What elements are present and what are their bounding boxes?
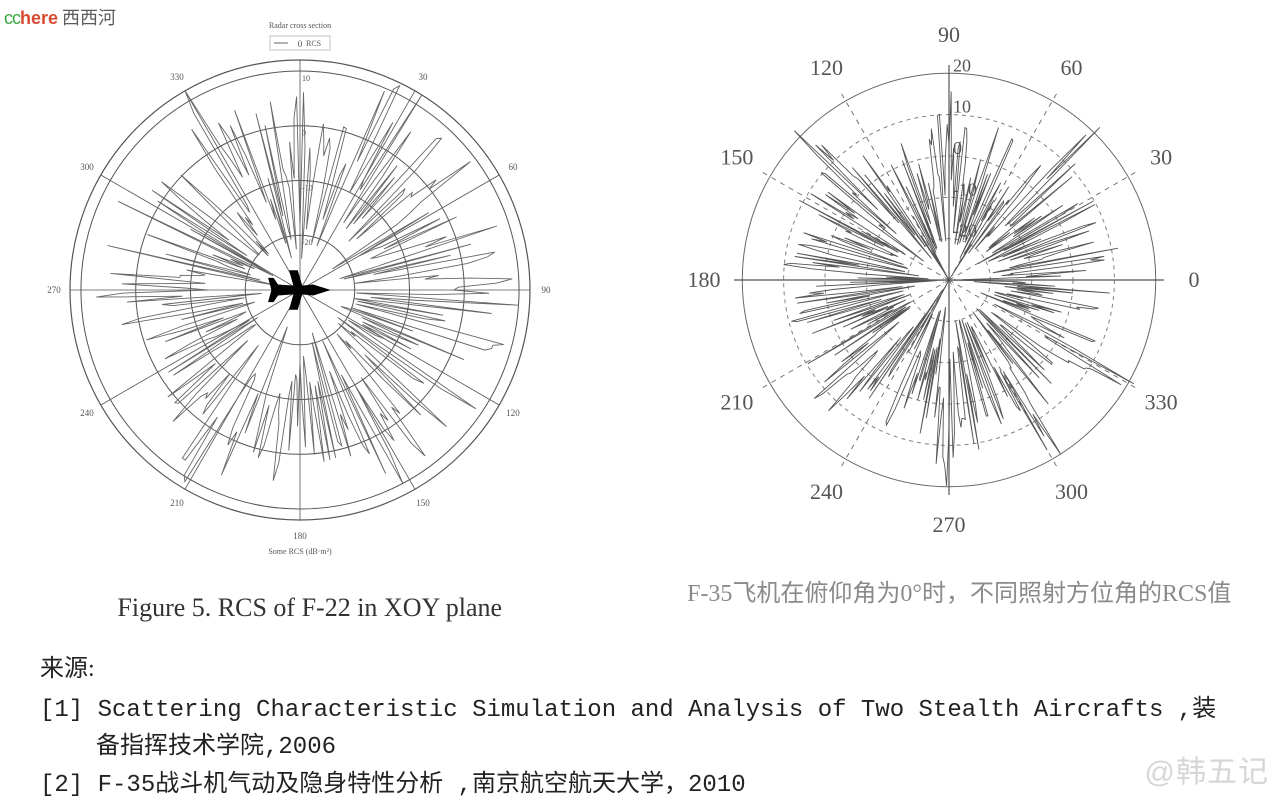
svg-text:0: 0 bbox=[298, 39, 303, 49]
svg-text:30: 30 bbox=[418, 72, 428, 82]
watermark-bottom-right: @韩五记 bbox=[1145, 747, 1269, 791]
svg-text:60: 60 bbox=[508, 162, 518, 172]
svg-text:270: 270 bbox=[933, 512, 966, 537]
svg-text:120: 120 bbox=[506, 408, 520, 418]
f35-polar-chart: 0306090120150180210240270300330-20-10010… bbox=[679, 10, 1239, 560]
svg-text:60: 60 bbox=[1061, 55, 1083, 80]
svg-text:20: 20 bbox=[953, 55, 971, 75]
svg-text:90: 90 bbox=[541, 285, 551, 295]
svg-text:180: 180 bbox=[293, 531, 307, 541]
watermark-cc: cc bbox=[4, 8, 20, 28]
watermark-cn: 西西河 bbox=[62, 8, 116, 28]
source-ref-1: [1] Scattering Characteristic Simulation… bbox=[96, 692, 1239, 766]
sources-label: 来源: bbox=[40, 651, 1239, 688]
svg-text:240: 240 bbox=[80, 408, 94, 418]
left-caption: Figure 5. RCS of F-22 in XOY plane bbox=[40, 593, 580, 623]
svg-text:210: 210 bbox=[721, 390, 754, 415]
svg-text:270: 270 bbox=[47, 285, 61, 295]
svg-text:150: 150 bbox=[721, 145, 754, 170]
svg-text:Radar cross section: Radar cross section bbox=[269, 21, 331, 30]
right-caption: F-35飞机在俯仰角为0°时，不同照射方位角的RCS值 bbox=[679, 573, 1239, 608]
svg-text:300: 300 bbox=[80, 162, 94, 172]
sources-block: 来源: [1] Scattering Characteristic Simula… bbox=[40, 651, 1239, 804]
svg-text:330: 330 bbox=[1145, 390, 1178, 415]
svg-text:210: 210 bbox=[170, 498, 184, 508]
svg-text:90: 90 bbox=[938, 22, 960, 47]
source-ref-2: [2] F-35战斗机气动及隐身特性分析 ,南京航空航天大学，2010 bbox=[96, 767, 1239, 804]
svg-text:-20: -20 bbox=[302, 238, 313, 247]
svg-text:10: 10 bbox=[953, 97, 971, 117]
svg-text:150: 150 bbox=[416, 498, 430, 508]
svg-text:300: 300 bbox=[1055, 479, 1088, 504]
svg-text:180: 180 bbox=[688, 267, 721, 292]
svg-text:10: 10 bbox=[302, 74, 310, 83]
svg-text:RCS: RCS bbox=[306, 39, 321, 48]
left-chart-container: Radar cross sectionRCS-20-10010030609012… bbox=[40, 10, 580, 623]
f22-polar-chart: Radar cross sectionRCS-20-10010030609012… bbox=[40, 10, 580, 580]
svg-text:Some RCS (dB·m²): Some RCS (dB·m²) bbox=[268, 547, 332, 556]
svg-text:120: 120 bbox=[810, 55, 843, 80]
svg-text:0: 0 bbox=[1189, 267, 1200, 292]
svg-text:330: 330 bbox=[170, 72, 184, 82]
watermark-top-left: cchere西西河 bbox=[4, 4, 116, 30]
charts-row: Radar cross sectionRCS-20-10010030609012… bbox=[0, 0, 1279, 623]
svg-text:30: 30 bbox=[1150, 145, 1172, 170]
right-chart-container: 0306090120150180210240270300330-20-10010… bbox=[679, 10, 1239, 608]
svg-text:240: 240 bbox=[810, 479, 843, 504]
watermark-here: here bbox=[20, 8, 58, 28]
